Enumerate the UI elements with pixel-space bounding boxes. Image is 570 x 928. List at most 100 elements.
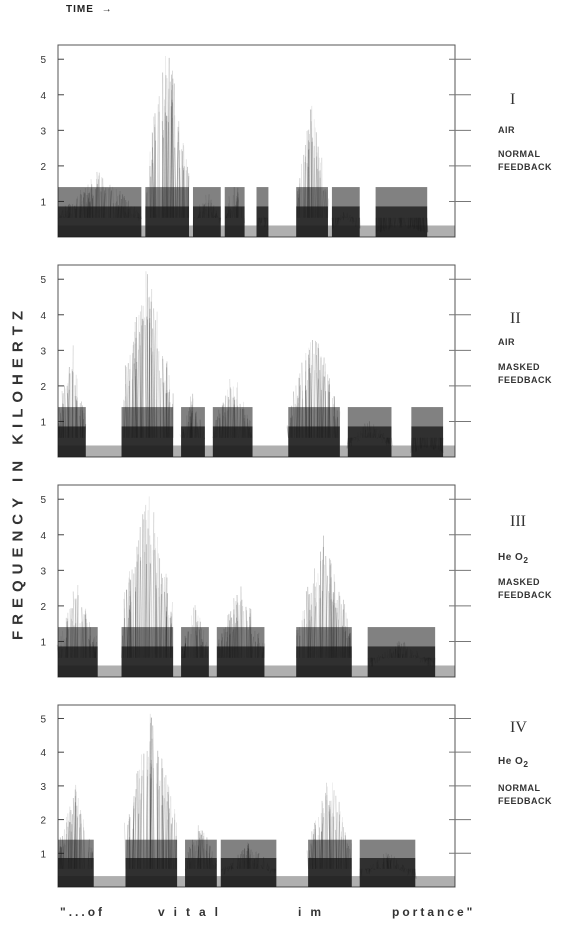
spectral-streak bbox=[162, 358, 165, 438]
spectral-streak bbox=[229, 868, 231, 870]
spectral-streak bbox=[169, 624, 172, 658]
frequency-tick-label: 5 bbox=[40, 275, 46, 286]
spectral-streak bbox=[133, 206, 135, 218]
formant-band bbox=[121, 627, 174, 647]
spectral-streak bbox=[165, 593, 168, 658]
spectral-streak bbox=[412, 654, 415, 658]
spectral-streak bbox=[236, 187, 239, 218]
formant-band bbox=[212, 407, 253, 427]
spectral-streak bbox=[349, 848, 352, 869]
spectral-streak bbox=[211, 436, 214, 439]
spectral-streak bbox=[216, 646, 219, 658]
spectral-streak bbox=[394, 649, 397, 658]
formant-band bbox=[58, 187, 142, 207]
spectral-streak bbox=[195, 840, 198, 869]
spectral-streak bbox=[128, 814, 131, 869]
spectral-streak bbox=[247, 848, 249, 869]
spectral-streak bbox=[86, 184, 89, 218]
spectral-streak bbox=[386, 860, 389, 869]
spectral-streak bbox=[248, 844, 250, 869]
spectral-streak bbox=[92, 198, 94, 218]
spectral-streak bbox=[344, 216, 347, 219]
spectral-streak bbox=[61, 648, 63, 658]
voiced-band bbox=[192, 206, 221, 237]
spectral-streak bbox=[200, 834, 202, 869]
spectral-streak bbox=[124, 384, 126, 438]
formant-band bbox=[181, 627, 209, 647]
spectrogram-panel-2: 1 2 3 4 5 II AIR MASKED FEEDBACK bbox=[0, 245, 570, 465]
spectral-streak bbox=[100, 177, 103, 218]
spectral-streak bbox=[317, 573, 320, 658]
spectral-streak bbox=[328, 805, 331, 869]
spectral-streak bbox=[247, 418, 250, 438]
frequency-tick-label: 1 bbox=[40, 417, 46, 428]
spectral-streak bbox=[58, 651, 61, 658]
spectral-streak bbox=[302, 609, 306, 658]
spectral-streak bbox=[313, 145, 315, 218]
spectral-streak bbox=[123, 396, 126, 438]
spectral-streak bbox=[380, 217, 383, 233]
frequency-tick-label: 1 bbox=[40, 637, 46, 648]
spectral-streak bbox=[62, 630, 65, 658]
spectral-streak bbox=[152, 725, 155, 869]
spectral-streak bbox=[399, 217, 402, 227]
spectral-streak bbox=[184, 650, 186, 658]
frequency-tick-label: 3 bbox=[40, 782, 46, 793]
spectral-streak bbox=[376, 861, 379, 869]
spectral-streak bbox=[349, 216, 351, 219]
spectral-streak bbox=[166, 120, 168, 218]
spectral-streak bbox=[386, 859, 389, 869]
spectral-streak bbox=[237, 193, 240, 218]
formant-band bbox=[58, 627, 98, 647]
spectral-streak bbox=[313, 353, 315, 438]
spectral-streak bbox=[236, 594, 239, 658]
spectral-streak bbox=[340, 217, 342, 220]
spectral-streak bbox=[314, 156, 318, 218]
spectral-streak bbox=[233, 614, 235, 658]
spectral-streak bbox=[127, 200, 130, 218]
gas-subscript: 2 bbox=[523, 555, 529, 565]
spectral-streak bbox=[312, 138, 315, 218]
spectral-streak bbox=[132, 341, 134, 438]
spectral-streak bbox=[127, 582, 130, 658]
spectral-streak bbox=[186, 631, 189, 658]
panel-roman-numeral: IV bbox=[510, 719, 527, 736]
spectral-streak bbox=[65, 210, 68, 218]
spectral-streak bbox=[114, 203, 117, 218]
spectral-streak bbox=[167, 391, 170, 438]
spectral-streak bbox=[231, 862, 234, 869]
spectral-streak bbox=[349, 632, 352, 658]
spectral-streak bbox=[369, 426, 372, 438]
spectral-streak bbox=[68, 203, 70, 218]
spectral-streak bbox=[176, 126, 179, 218]
spectral-streak bbox=[134, 211, 137, 218]
spectral-streak bbox=[347, 437, 349, 445]
spectral-streak bbox=[409, 217, 411, 227]
spectral-streak bbox=[60, 847, 64, 869]
spectral-streak bbox=[368, 868, 371, 872]
spectral-streak bbox=[394, 217, 397, 225]
spectral-streak bbox=[307, 166, 310, 218]
spectral-streak bbox=[316, 602, 319, 658]
spectral-streak bbox=[199, 207, 201, 218]
spectral-streak bbox=[298, 373, 301, 438]
spectral-streak bbox=[238, 858, 241, 869]
spectral-streak bbox=[137, 314, 140, 438]
spectral-streak bbox=[57, 644, 60, 658]
spectral-streak bbox=[421, 657, 424, 660]
spectral-streak bbox=[183, 642, 186, 658]
spectral-streak bbox=[273, 868, 275, 871]
spectral-streak bbox=[243, 611, 245, 658]
spectral-streak bbox=[76, 585, 79, 658]
spectral-streak bbox=[158, 370, 161, 438]
spectral-streak bbox=[403, 651, 407, 658]
spectral-streak bbox=[196, 849, 199, 869]
spectral-streak bbox=[159, 573, 162, 658]
spectral-streak bbox=[247, 856, 249, 869]
spectral-streak bbox=[183, 643, 186, 658]
spectral-streak bbox=[291, 417, 293, 438]
spectral-streak bbox=[76, 397, 78, 438]
spectral-streak bbox=[308, 354, 310, 438]
spectral-streak bbox=[193, 216, 196, 219]
spectral-streak bbox=[59, 837, 63, 869]
